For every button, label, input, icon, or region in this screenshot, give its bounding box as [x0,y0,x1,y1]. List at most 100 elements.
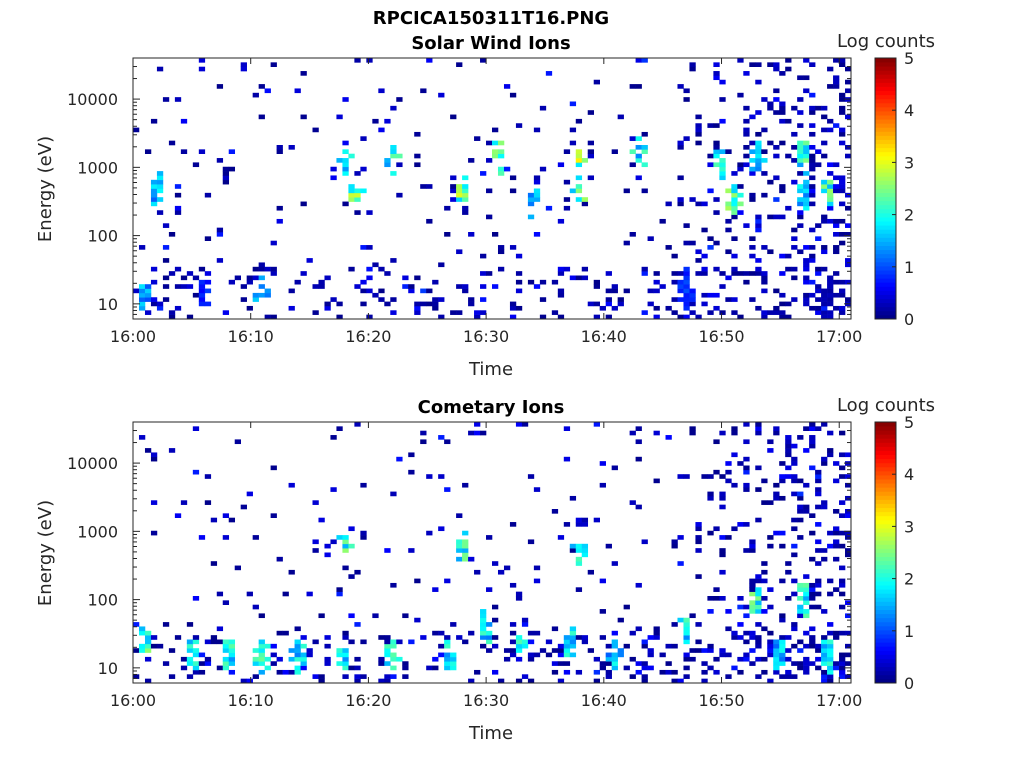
heatmap-cell [210,639,218,645]
heatmap-cell [396,656,403,662]
heatmap-cell [803,245,810,250]
heatmap-cell [809,201,816,207]
heatmap-cell [779,495,786,501]
heatmap-cell [809,626,816,632]
heatmap-cell [575,522,583,527]
heatmap-cell [617,297,624,302]
colorbar-swatch [875,601,896,606]
heatmap-cell [509,301,517,307]
heatmap-cell [515,422,523,427]
heatmap-cell [252,674,259,679]
heatmap-cell [133,622,140,627]
heatmap-cell [276,630,283,636]
heatmap-cell [270,266,277,272]
heatmap-cell [791,578,798,584]
heatmap-cell [827,301,834,307]
heatmap-cell [294,669,301,675]
heatmap-cell [623,188,630,194]
heatmap-cell [575,669,583,675]
colorbar-swatch [875,568,896,574]
heatmap-cell [821,314,828,320]
heatmap-cell [755,62,762,67]
heatmap-cell [216,665,224,671]
heatmap-cell [318,674,325,679]
heatmap-cell [330,166,337,172]
heatmap-cell [396,192,403,198]
heatmap-cell [144,643,152,649]
heatmap-cell [827,665,834,671]
heatmap-cell [821,105,828,111]
heatmap-cell [821,249,828,255]
heatmap-cell [192,469,200,475]
heatmap-cell [713,162,720,168]
heatmap-cell [186,656,194,662]
heatmap-cell [803,661,810,666]
heatmap-cell [719,491,726,497]
heatmap-cell [845,474,852,479]
heatmap-cell [797,517,804,523]
heatmap-cell [701,292,708,298]
heatmap-cell [300,114,307,120]
heatmap-cell [635,84,642,89]
colorbar-swatch [875,127,896,132]
heatmap-cell [731,171,738,176]
heatmap-cell [551,626,559,632]
heatmap-cell [833,223,840,228]
heatmap-cell [384,301,391,307]
heatmap-cell [384,678,391,684]
heatmap-cell [755,140,762,146]
heatmap-cell [557,288,565,294]
heatmap-cell [156,179,164,185]
colorbar-swatch [875,86,896,92]
heatmap-cell [258,114,265,120]
heatmap-cell [683,275,690,281]
colorbar-swatch [875,143,896,149]
heatmap-cell [683,674,690,679]
heatmap-cell [815,643,822,649]
colorbar-swatch [875,66,896,71]
heatmap-cell [827,630,834,636]
heatmap-cell [785,448,792,453]
heatmap-cell [539,105,547,111]
y-tick-label: 10000 [67,454,118,473]
heatmap-cell [803,197,810,202]
heatmap-cell [725,149,732,154]
heatmap-cell [755,604,762,610]
heatmap-cell [414,275,421,281]
heatmap-cell [611,661,618,666]
heatmap-cell [827,179,834,185]
colorbar-swatch [875,302,896,308]
heatmap-cell [240,284,247,289]
colorbar-swatch [875,290,896,295]
heatmap-cell [360,535,367,540]
colorbar-swatch [875,102,896,108]
heatmap-cell [821,214,828,220]
heatmap-cell [312,674,319,679]
heatmap-cell [162,275,170,281]
heatmap-cell [731,210,738,215]
colorbar-swatch [875,434,896,439]
heatmap-cell [755,145,762,150]
heatmap-cell [138,292,146,298]
heatmap-cell [785,66,792,72]
x-tick-label: 16:10 [228,691,274,710]
heatmap-cell [294,88,301,94]
colorbar-swatch [875,261,896,267]
colorbar-swatch [875,479,896,484]
heatmap-cell [833,478,840,484]
colorbar-tick-label: 1 [904,622,914,641]
heatmap-cell [785,648,792,653]
heatmap-cell [725,201,732,207]
heatmap-cell [785,656,792,662]
heatmap-cell [845,262,852,268]
heatmap-cell [527,656,535,662]
heatmap-cell [713,587,720,592]
heatmap-cell [456,310,463,315]
heatmap-cell [557,162,565,168]
heatmap-cell [683,136,690,141]
heatmap-cell [563,149,571,154]
heatmap-cell [833,123,840,128]
heatmap-cell [408,469,415,475]
heatmap-cell [815,288,822,294]
heatmap-cell [845,232,852,237]
